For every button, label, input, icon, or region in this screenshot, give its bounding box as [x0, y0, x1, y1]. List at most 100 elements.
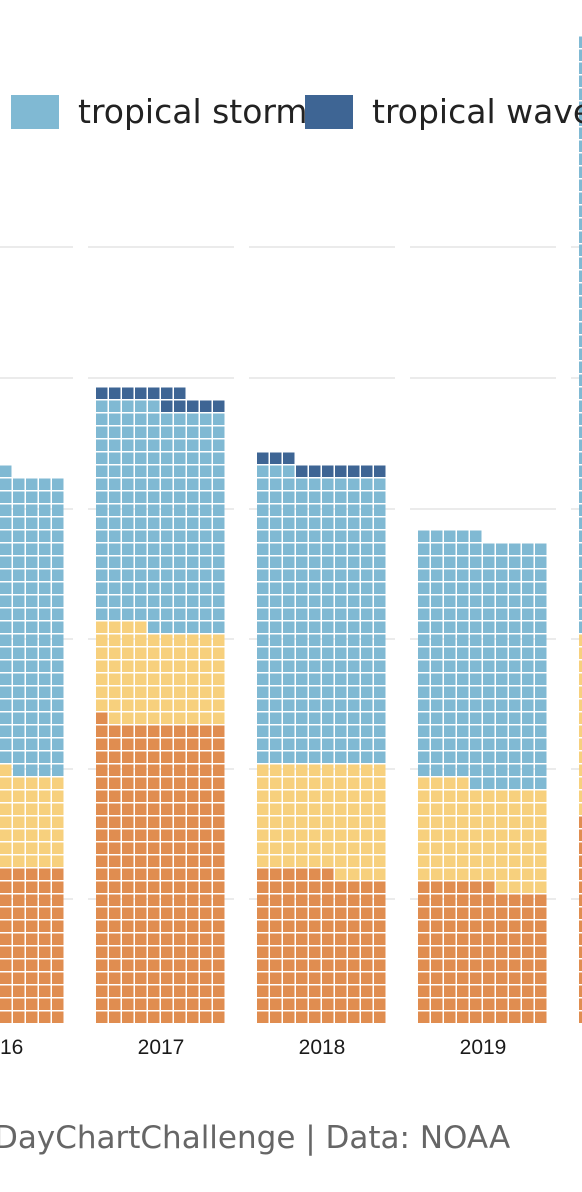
waffle-cell	[161, 972, 173, 984]
waffle-cell	[579, 725, 582, 737]
waffle-cell	[39, 621, 51, 633]
waffle-cell	[418, 842, 430, 854]
waffle-cell	[283, 582, 295, 594]
waffle-cell	[26, 582, 38, 594]
waffle-cell	[431, 868, 443, 880]
waffle-cell	[283, 998, 295, 1010]
waffle-cell	[187, 647, 199, 659]
waffle-cell	[122, 569, 134, 581]
waffle-cell	[0, 634, 12, 646]
waffle-cell	[457, 673, 469, 685]
waffle-cell	[535, 829, 547, 841]
waffle-cell	[96, 660, 108, 672]
waffle-cell	[13, 738, 25, 750]
waffle-cell	[418, 972, 430, 984]
waffle-cell	[470, 543, 482, 555]
waffle-cell	[257, 803, 269, 815]
waffle-cell	[257, 920, 269, 932]
waffle-cell	[270, 972, 282, 984]
waffle-cell	[213, 439, 225, 451]
waffle-cell	[161, 842, 173, 854]
waffle-cell	[13, 699, 25, 711]
waffle-cell	[96, 972, 108, 984]
waffle-cell	[26, 881, 38, 893]
waffle-cell	[161, 686, 173, 698]
waffle-cell	[322, 803, 334, 815]
waffle-cell	[444, 712, 456, 724]
waffle-cell	[270, 894, 282, 906]
waffle-cell	[161, 998, 173, 1010]
waffle-cell	[431, 894, 443, 906]
waffle-cell	[270, 842, 282, 854]
waffle-cell	[470, 764, 482, 776]
waffle-cell	[96, 894, 108, 906]
waffle-cell	[374, 556, 386, 568]
waffle-cell	[174, 634, 186, 646]
waffle-cell	[257, 881, 269, 893]
waffle-cell	[257, 842, 269, 854]
waffle-cell	[187, 673, 199, 685]
waffle-cell	[444, 569, 456, 581]
waffle-cell	[296, 933, 308, 945]
waffle-cell	[335, 491, 347, 503]
waffle-cell	[374, 608, 386, 620]
waffle-cell	[579, 270, 582, 282]
waffle-cell	[418, 829, 430, 841]
waffle-cell	[161, 868, 173, 880]
waffle-cell	[39, 478, 51, 490]
waffle-cell	[579, 608, 582, 620]
waffle-cell	[283, 608, 295, 620]
waffle-cell	[148, 933, 160, 945]
waffle-cell	[213, 660, 225, 672]
waffle-cell	[296, 699, 308, 711]
waffle-cell	[26, 829, 38, 841]
waffle-cell	[335, 790, 347, 802]
waffle-cell	[52, 673, 64, 685]
waffle-cell	[0, 803, 12, 815]
waffle-cell	[187, 907, 199, 919]
waffle-cell	[39, 673, 51, 685]
waffle-cell	[361, 920, 373, 932]
waffle-cell	[322, 478, 334, 490]
waffle-cell	[213, 426, 225, 438]
waffle-cell	[496, 738, 508, 750]
waffle-cell	[39, 855, 51, 867]
waffle-cell	[431, 751, 443, 763]
waffle-cell	[96, 751, 108, 763]
waffle-cell	[322, 790, 334, 802]
waffle-cell	[579, 751, 582, 763]
waffle-cell	[122, 491, 134, 503]
waffle-cell	[374, 946, 386, 958]
waffle-cell	[187, 777, 199, 789]
waffle-cell	[109, 543, 121, 555]
waffle-cell	[270, 738, 282, 750]
waffle-cell	[522, 998, 534, 1010]
waffle-cell	[174, 816, 186, 828]
waffle-cell	[431, 1011, 443, 1023]
waffle-cell	[135, 660, 147, 672]
waffle-cell	[26, 673, 38, 685]
waffle-cell	[361, 478, 373, 490]
waffle-cell	[431, 959, 443, 971]
waffle-cell	[161, 400, 173, 412]
waffle-cell	[13, 530, 25, 542]
waffle-cell	[374, 998, 386, 1010]
waffle-cell	[348, 595, 360, 607]
waffle-cell	[257, 790, 269, 802]
waffle-cell	[535, 699, 547, 711]
waffle-cell	[270, 543, 282, 555]
waffle-cell	[444, 946, 456, 958]
waffle-cell	[174, 556, 186, 568]
waffle-cell	[96, 998, 108, 1010]
waffle-cell	[418, 712, 430, 724]
waffle-cell	[335, 933, 347, 945]
waffle-cell	[148, 634, 160, 646]
waffle-cell	[109, 400, 121, 412]
waffle-cell	[322, 686, 334, 698]
waffle-cell	[470, 998, 482, 1010]
waffle-cell	[579, 712, 582, 724]
waffle-cell	[213, 764, 225, 776]
waffle-cell	[296, 634, 308, 646]
waffle-cell	[309, 634, 321, 646]
waffle-cell	[283, 712, 295, 724]
